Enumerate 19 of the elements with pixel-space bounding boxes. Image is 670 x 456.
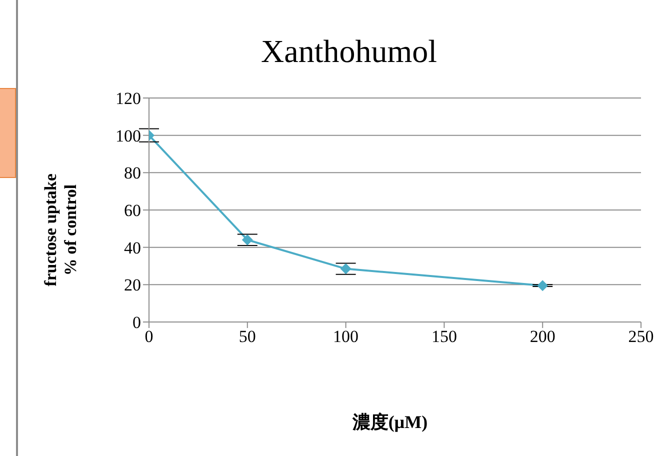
y-tick-label: 0	[132, 313, 141, 332]
x-tick-label: 50	[238, 327, 256, 346]
point	[242, 234, 253, 246]
point	[340, 263, 352, 274]
chart-title: Xanthohumol	[261, 33, 438, 69]
y-axis-title: fructose uptake % of control	[41, 173, 80, 286]
y-tick-label: 20	[124, 276, 141, 295]
y-tick-label: 120	[116, 89, 141, 108]
x-tick-label: 100	[333, 327, 359, 346]
y-tick-label: 100	[116, 126, 141, 146]
x-tick-label: 0	[144, 327, 154, 346]
x-tick-label: 150	[431, 327, 457, 346]
y-tick-label: 80	[124, 164, 141, 183]
x-axis-title: 濃度(µM)	[351, 412, 428, 432]
x-tick-label: 250	[628, 327, 654, 346]
x-tick-label: 200	[530, 327, 556, 346]
y-tick-label: 60	[124, 201, 141, 220]
y-tick-label: 40	[124, 238, 141, 258]
point	[537, 280, 548, 292]
